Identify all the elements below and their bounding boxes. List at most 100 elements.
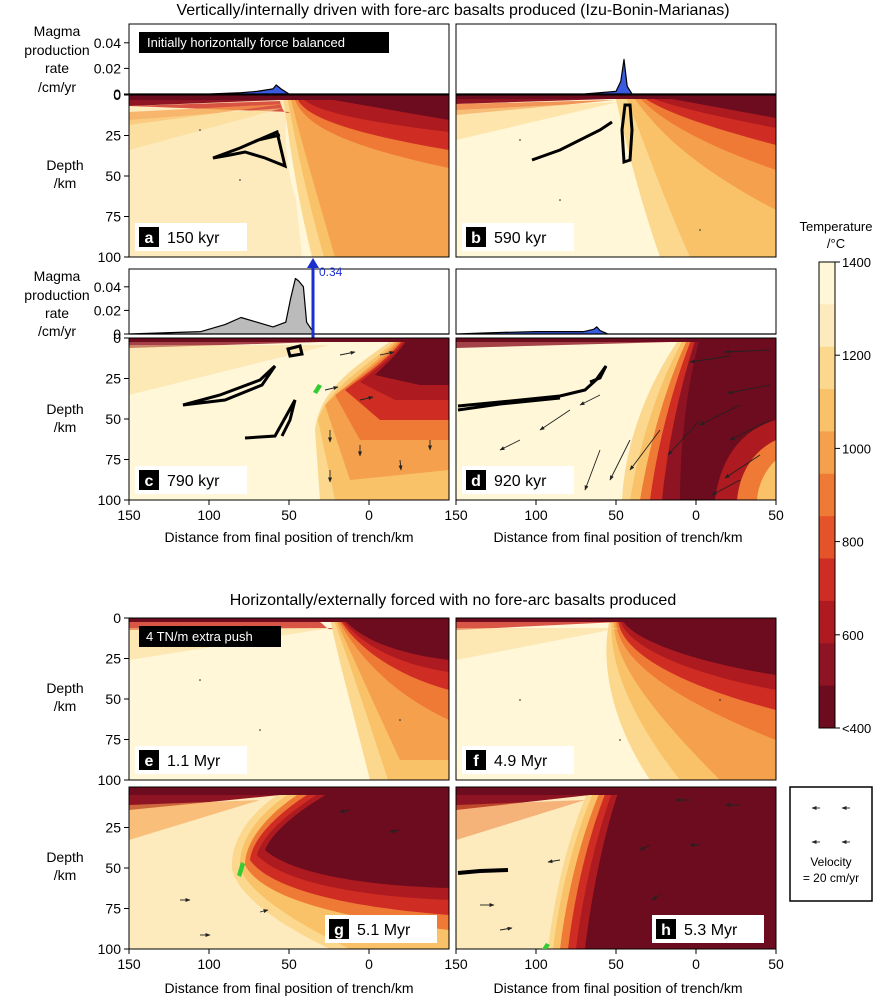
magma-tick-label: 0 xyxy=(113,86,121,102)
x-tick-label: 150 xyxy=(117,956,141,972)
panel-label-c: c 790 kyr xyxy=(135,466,247,494)
panel-time: 1.1 Myr xyxy=(167,753,221,770)
depth-tick-label: 75 xyxy=(105,732,121,748)
depth-title-l2: /km xyxy=(54,698,77,714)
panel-time: 790 kyr xyxy=(167,473,220,490)
depth-tick-label: 100 xyxy=(98,772,122,788)
colorbar-band xyxy=(819,346,835,390)
panel-time: 150 kyr xyxy=(167,230,220,247)
top-title: Vertically/internally driven with fore-a… xyxy=(176,2,729,19)
colorbar-band xyxy=(819,558,835,602)
fore-arc-basalt-g xyxy=(237,862,245,877)
depth-title-l1: Depth xyxy=(46,680,83,696)
x-axis-title-d: Distance from final position of trench/k… xyxy=(494,529,743,545)
depth-tick-label: 0 xyxy=(113,330,121,346)
x-tick-label: 50 xyxy=(281,507,297,523)
depth-tick-label: 0 xyxy=(113,87,121,103)
temperature-panel-f xyxy=(456,618,776,780)
melt-contour-a xyxy=(212,129,288,169)
fore-arc-basalt-c xyxy=(313,384,322,394)
panel-time: 590 kyr xyxy=(494,230,547,247)
x-tick-label: 100 xyxy=(197,956,221,972)
panel-time: 920 kyr xyxy=(494,473,547,490)
axes: 0 25 50 75 100 0 25 50 75 100 0 25 50 75 100 25 50 75 100 0… xyxy=(94,35,784,972)
velocity-legend-frame xyxy=(789,786,873,902)
fore-arc-basalt-h xyxy=(542,943,550,949)
magma-curve-a xyxy=(128,84,450,95)
x-tick-label: 100 xyxy=(524,956,548,972)
depth-tick-label: 25 xyxy=(105,651,121,667)
spike-arrowhead xyxy=(307,258,319,268)
temperature-panel-d xyxy=(456,338,776,500)
panel-label-h: h 5.3 Myr xyxy=(652,915,764,943)
depth-tick-label: 0 xyxy=(113,610,121,626)
x-tick-label: 0 xyxy=(692,507,700,523)
panel-letter: f xyxy=(473,753,479,770)
colorbar-title-l2: /°C xyxy=(827,236,845,251)
temperature-panel-h xyxy=(456,787,776,949)
x-tick-label: 0 xyxy=(692,956,700,972)
x-tick-label: 100 xyxy=(524,507,548,523)
panel-time: 4.9 Myr xyxy=(494,753,548,770)
depth-title-l2: /km xyxy=(54,419,77,435)
magma-title-l3: rate xyxy=(45,305,69,321)
colorbar-band xyxy=(819,304,835,348)
depth-tick-label: 75 xyxy=(105,452,121,468)
panel-letter: b xyxy=(471,230,481,247)
x-axis-titles: Distance from final position of trench/k… xyxy=(165,529,743,996)
magma-axis-title-row2: Magma production rate /cm/yr xyxy=(24,268,89,339)
magma-tick-label: 0.02 xyxy=(94,302,121,318)
x-tick-label: 0 xyxy=(365,507,373,523)
melt-contour-h xyxy=(457,868,509,875)
panel-letter: a xyxy=(145,230,154,247)
colorbar-band xyxy=(819,389,835,432)
velocity-legend: Velocity = 20 cm/yr xyxy=(789,786,873,902)
temperature-frame-f xyxy=(455,617,777,781)
magma-panel-a: Initially horizontally force balanced xyxy=(128,23,450,95)
panel-letter: e xyxy=(145,753,154,770)
temperature-panel-c xyxy=(129,338,449,500)
note-extra-push: 4 TN/m extra push xyxy=(146,629,253,644)
depth-title-l1: Depth xyxy=(46,849,83,865)
magma-title-l2: production xyxy=(24,42,89,58)
magma-title-l4: /cm/yr xyxy=(38,323,76,339)
x-tick-label: 100 xyxy=(197,507,221,523)
x-tick-label: 50 xyxy=(608,956,624,972)
x-tick-label: 50 xyxy=(768,507,784,523)
melt-contour-d xyxy=(457,365,608,412)
panel-label-e: e 1.1 Myr xyxy=(135,746,247,774)
depth-axis-titles: Depth /km Depth /km Depth /km Depth /km xyxy=(46,157,83,883)
temperature-panel-g xyxy=(129,787,449,949)
melt-contour-c xyxy=(182,344,304,440)
bottom-title: Horizontally/externally forced with no f… xyxy=(230,592,676,609)
panel-label-d: d 920 kyr xyxy=(462,466,574,494)
colorbar-tick-label: 1400 xyxy=(842,255,871,270)
depth-tick-label: 100 xyxy=(98,249,122,265)
x-axis-title-g: Distance from final position of trench/k… xyxy=(165,980,414,996)
panel-letter: h xyxy=(661,922,671,939)
panel-label-a: a 150 kyr xyxy=(135,223,247,251)
x-tick-label: 50 xyxy=(281,956,297,972)
colorbar-band xyxy=(819,685,835,729)
x-tick-label: 50 xyxy=(768,956,784,972)
depth-tick-label: 50 xyxy=(105,860,121,876)
panel-letter: c xyxy=(145,473,154,490)
colorbar-band xyxy=(819,643,835,687)
panel-label-g: g 5.1 Myr xyxy=(325,915,437,943)
x-tick-label: 150 xyxy=(444,956,468,972)
colorbar: Temperature /°C 1400 1200 1000 800 600 <400 xyxy=(800,219,873,736)
x-axis-title-c: Distance from final position of trench/k… xyxy=(165,529,414,545)
x-tick-label: 150 xyxy=(444,507,468,523)
magma-tick-label: 0.02 xyxy=(94,60,121,76)
panel-label-b: b 590 kyr xyxy=(462,223,574,251)
magma-curve-b xyxy=(455,58,777,95)
depth-title-l2: /km xyxy=(54,175,77,191)
magma-axis-title-row1: Magma production rate /cm/yr xyxy=(24,23,89,95)
magma-tick-label: 0.04 xyxy=(94,279,121,295)
colorbar-band xyxy=(819,516,835,560)
depth-tick-label: 50 xyxy=(105,168,121,184)
depth-tick-label: 25 xyxy=(105,128,121,144)
depth-title-l1: Depth xyxy=(46,401,83,417)
temperature-panel-a xyxy=(129,95,449,257)
depth-tick-label: 50 xyxy=(105,411,121,427)
